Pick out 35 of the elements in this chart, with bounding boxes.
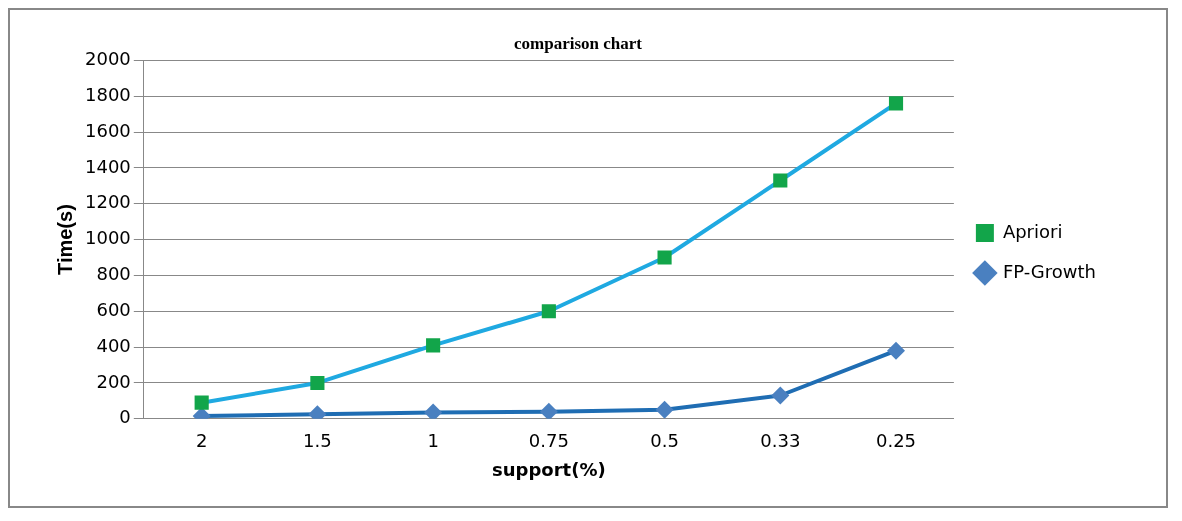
point bbox=[426, 338, 441, 353]
x-tick-label: 1.5 bbox=[303, 430, 332, 452]
point bbox=[887, 341, 906, 360]
x-tick-label: 2 bbox=[195, 430, 208, 452]
y-axis-title: Time(s) bbox=[53, 204, 76, 275]
y-tick-label: 800 bbox=[96, 263, 131, 285]
point bbox=[657, 250, 672, 265]
y-tick-label: 1200 bbox=[85, 191, 131, 213]
y-tick-label: 1000 bbox=[85, 227, 131, 249]
x-tick-label: 0.75 bbox=[528, 430, 569, 452]
y-tick-label: 1800 bbox=[85, 83, 131, 105]
x-tick-label: 0.25 bbox=[875, 430, 917, 452]
chart-title: comparison chart bbox=[514, 33, 643, 53]
x-tick-label: 0.33 bbox=[760, 430, 801, 452]
x-axis-title: support(%) bbox=[492, 458, 606, 480]
point bbox=[310, 375, 325, 391]
point bbox=[194, 395, 209, 410]
y-tick-label: 200 bbox=[96, 370, 131, 392]
point bbox=[539, 402, 558, 419]
y-tick-label: 2000 bbox=[85, 48, 131, 70]
point bbox=[424, 403, 443, 419]
point bbox=[888, 96, 904, 111]
y-tick-label: 600 bbox=[96, 298, 131, 320]
x-tick-label: 1 bbox=[427, 430, 439, 452]
y-tick-label: 0 bbox=[119, 406, 131, 428]
y-tick-label: 1600 bbox=[85, 119, 131, 141]
legend-label: FP-Growth bbox=[1002, 260, 1096, 282]
point bbox=[773, 173, 788, 188]
y-tick-label: 400 bbox=[96, 334, 131, 356]
legend-label: Apriori bbox=[1002, 220, 1063, 242]
y-tick-label: 1400 bbox=[85, 155, 131, 177]
x-tick-label: 0.5 bbox=[650, 430, 679, 452]
point bbox=[771, 386, 790, 405]
point bbox=[541, 304, 556, 319]
point bbox=[655, 400, 674, 419]
